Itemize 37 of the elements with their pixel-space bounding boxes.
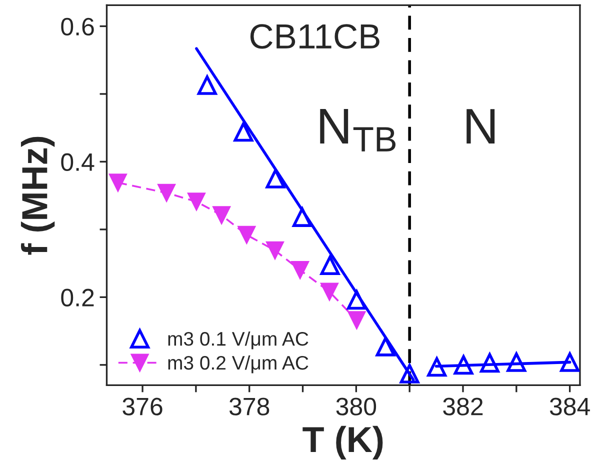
point	[158, 184, 176, 202]
point	[292, 208, 312, 227]
point	[238, 226, 256, 244]
x-tick-label: 384	[550, 398, 590, 416]
point	[266, 168, 286, 188]
legend-label: m3 0.2 V/μm AC	[168, 355, 308, 374]
x-axis-title: T (K)	[302, 426, 383, 460]
point	[454, 355, 474, 375]
annotation: CB11CB	[250, 24, 380, 49]
point	[187, 192, 206, 211]
y-tick-label: 0.4	[61, 153, 94, 171]
point	[376, 336, 396, 356]
point	[560, 352, 580, 372]
y-axis-title: f (MHz)	[20, 136, 55, 255]
point	[320, 256, 340, 276]
point	[348, 311, 366, 330]
point	[197, 75, 217, 95]
point	[291, 261, 310, 280]
y-tick-label: 0.6	[61, 18, 94, 36]
x-tick-label: 378	[229, 398, 270, 416]
point	[480, 353, 500, 373]
annotation: N	[466, 109, 495, 144]
x-tick-label: 380	[336, 398, 376, 416]
point	[212, 206, 231, 224]
point	[266, 241, 284, 260]
point	[234, 122, 254, 142]
point	[506, 352, 526, 372]
x-tick-label: 382	[443, 398, 483, 416]
annotation: N$_{TB}$	[320, 109, 396, 152]
point	[427, 357, 447, 377]
point	[108, 174, 127, 192]
legend-label: m3 0.1 V/μm AC	[168, 331, 308, 350]
point	[346, 290, 366, 310]
point	[400, 364, 420, 384]
y-tick-label: 0.2	[61, 288, 94, 306]
point	[320, 282, 338, 301]
x-tick-label: 376	[122, 398, 162, 416]
